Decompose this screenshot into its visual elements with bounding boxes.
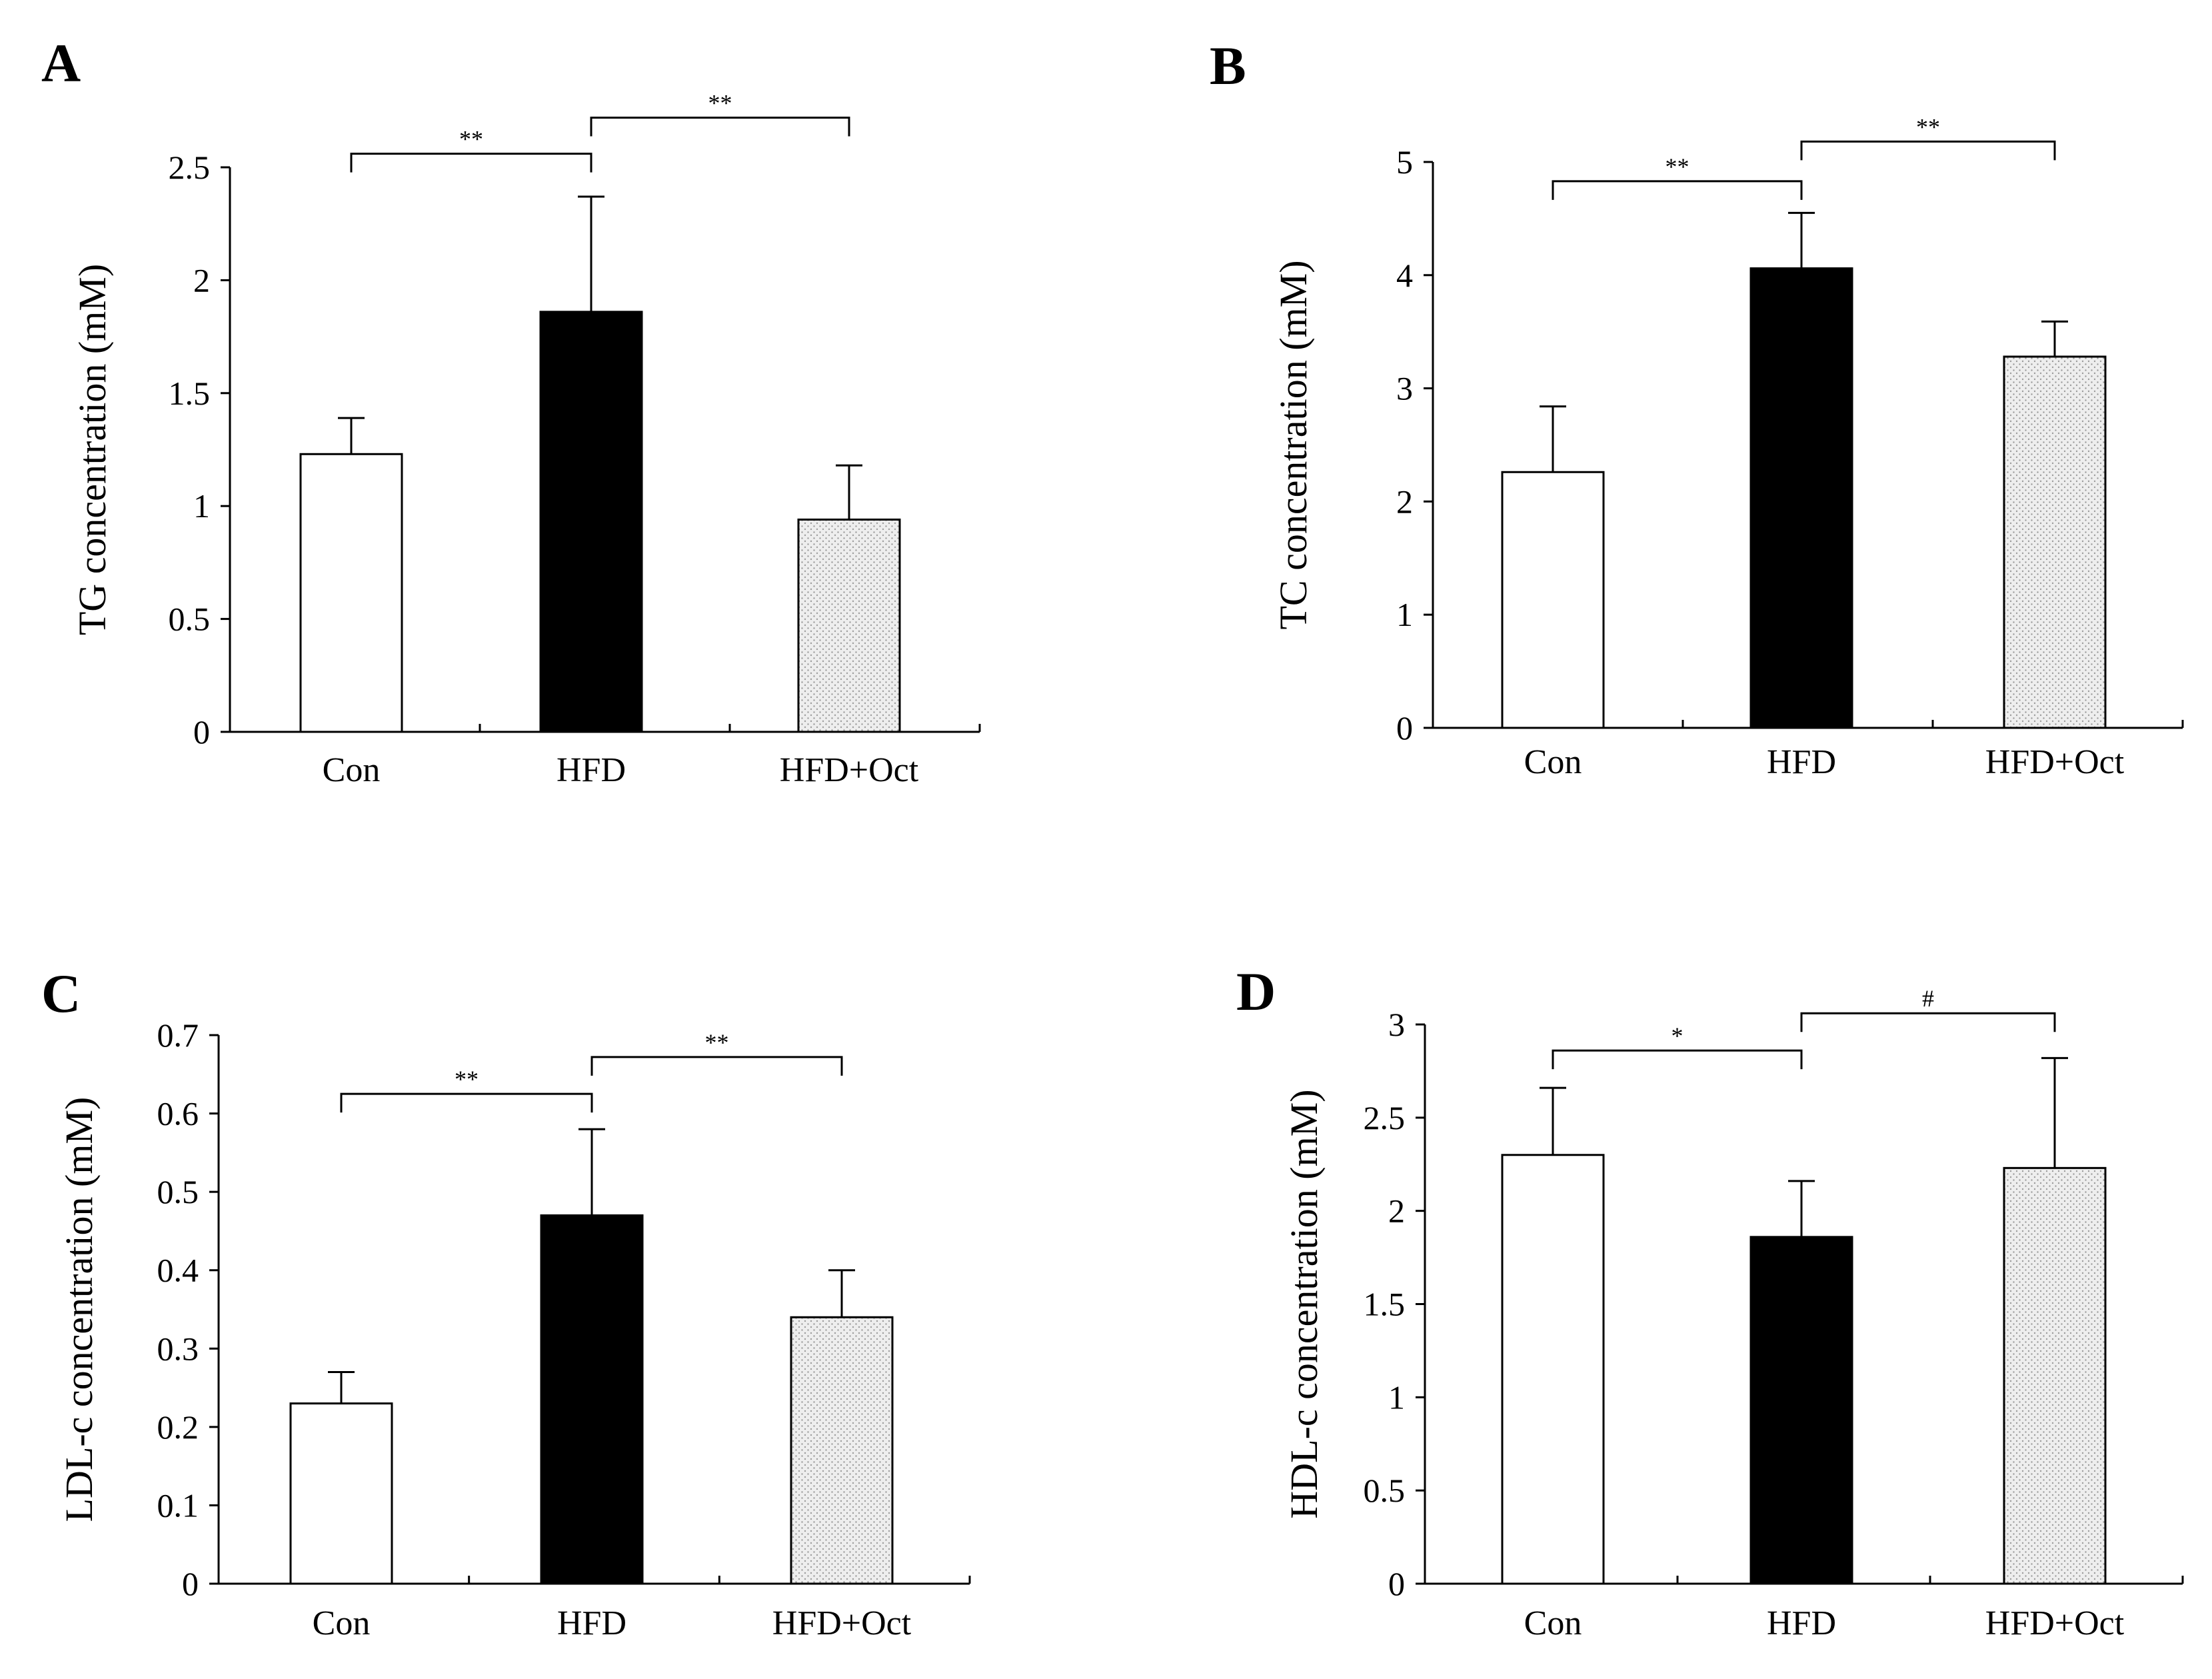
y-tick-label: 3 bbox=[1396, 370, 1413, 407]
y-tick-label: 2 bbox=[193, 261, 210, 299]
panel-letter: A bbox=[41, 33, 81, 93]
bar-hfd-oct bbox=[797, 519, 901, 733]
y-tick-label: 0.6 bbox=[157, 1095, 199, 1132]
significance-bracket bbox=[1800, 1012, 2056, 1032]
category-label: Con bbox=[1524, 743, 1582, 781]
significance-bracket bbox=[590, 116, 850, 137]
panel-letter: B bbox=[1210, 35, 1246, 96]
category-label: HFD bbox=[1767, 1604, 1836, 1642]
y-tick-label: 0 bbox=[193, 713, 210, 751]
significance-bracket bbox=[340, 1092, 593, 1113]
panel-letter: C bbox=[41, 963, 81, 1024]
y-tick-label: 0.7 bbox=[157, 1016, 199, 1054]
bar-con bbox=[299, 453, 403, 733]
significance-label: ** bbox=[705, 1029, 729, 1056]
y-tick-label: 0.1 bbox=[157, 1486, 199, 1524]
y-tick-label: 0.4 bbox=[157, 1252, 199, 1289]
y-tick-label: 3 bbox=[1388, 1006, 1405, 1043]
category-label: HFD bbox=[1767, 743, 1836, 781]
y-tick-label: 2 bbox=[1388, 1192, 1405, 1230]
bar-hfd-oct bbox=[2003, 355, 2107, 729]
significance-bracket bbox=[1552, 180, 1803, 200]
significance-bracket bbox=[590, 1056, 843, 1076]
significance-label: * bbox=[1671, 1022, 1683, 1049]
bar-hfd bbox=[540, 1214, 644, 1585]
y-tick-label: 0.2 bbox=[157, 1408, 199, 1446]
y-tick-label: 1 bbox=[193, 487, 210, 525]
bar-con bbox=[1501, 471, 1605, 729]
significance-bracket bbox=[1800, 140, 2056, 161]
y-tick-label: 1 bbox=[1396, 596, 1413, 633]
bar-con bbox=[1501, 1154, 1605, 1585]
significance-label: ** bbox=[1916, 113, 1940, 140]
y-axis-title: LDL-c concentration (mM) bbox=[57, 1097, 101, 1522]
y-tick-label: 1 bbox=[1388, 1378, 1405, 1416]
y-tick-label: 0.5 bbox=[1364, 1472, 1406, 1509]
y-axis-title: TC concentration (mM) bbox=[1272, 260, 1315, 629]
chart-panel-c: C LDL-c concentration (mM) 0 0.1 0.2 0.3 0.4 0.… bbox=[41, 963, 971, 1642]
chart-panel-b: B TC concentration (mM) 0 1 2 3 4 5 Con HFD HFD+Oc… bbox=[1210, 35, 2184, 781]
y-tick-label: 2 bbox=[1396, 483, 1413, 520]
panel-letter: D bbox=[1236, 961, 1276, 1022]
chart-panel-a: A TG concentration (mM) 0 0.5 1 1.5 2 2.5 Con HFD… bbox=[41, 33, 981, 789]
bar-hfd-oct bbox=[2003, 1166, 2107, 1585]
significance-label: ** bbox=[1665, 153, 1689, 180]
y-axis-title: TG concentration (mM) bbox=[71, 264, 114, 635]
category-label: HFD+Oct bbox=[780, 751, 919, 789]
y-tick-label: 0.5 bbox=[169, 601, 211, 638]
bar-hfd bbox=[1749, 1236, 1853, 1585]
y-axis-title: HDL-c concentration (mM) bbox=[1282, 1089, 1326, 1518]
category-label: HFD bbox=[556, 751, 626, 789]
chart-panels: A TG concentration (mM) 0 0.5 1 1.5 2 2.5 Con HFD… bbox=[41, 33, 2184, 1642]
significance-label: ** bbox=[455, 1066, 479, 1092]
y-tick-label: 2.5 bbox=[169, 149, 211, 186]
bar-hfd bbox=[1749, 267, 1853, 729]
y-tick-label: 0 bbox=[1396, 709, 1413, 747]
bar-hfd-oct bbox=[790, 1316, 894, 1585]
category-label: HFD bbox=[557, 1604, 626, 1642]
category-label: HFD+Oct bbox=[772, 1604, 912, 1642]
y-tick-label: 0.3 bbox=[157, 1330, 199, 1367]
y-tick-label: 0.5 bbox=[157, 1173, 199, 1210]
y-tick-label: 5 bbox=[1396, 143, 1413, 181]
bar-hfd bbox=[539, 311, 643, 733]
category-label: HFD+Oct bbox=[1985, 1604, 2125, 1642]
significance-label: ** bbox=[708, 89, 732, 116]
chart-panel-d: D HDL-c concentration (mM) 0 0.5 1 1.5 2 2.5 3 Co… bbox=[1236, 961, 2184, 1642]
category-label: HFD+Oct bbox=[1985, 743, 2125, 781]
y-tick-label: 0 bbox=[1388, 1565, 1405, 1602]
significance-label: # bbox=[1922, 985, 1934, 1012]
y-tick-label: 1.5 bbox=[169, 375, 211, 412]
category-label: Con bbox=[1524, 1604, 1582, 1642]
category-label: Con bbox=[323, 751, 381, 789]
significance-label: ** bbox=[459, 126, 483, 153]
bar-con bbox=[289, 1402, 393, 1585]
significance-bracket bbox=[350, 153, 592, 173]
y-tick-label: 0 bbox=[182, 1565, 199, 1602]
category-label: Con bbox=[313, 1604, 371, 1642]
y-tick-label: 2.5 bbox=[1364, 1099, 1406, 1136]
y-tick-label: 1.5 bbox=[1364, 1286, 1406, 1323]
y-tick-label: 4 bbox=[1396, 257, 1413, 294]
significance-bracket bbox=[1552, 1049, 1803, 1070]
